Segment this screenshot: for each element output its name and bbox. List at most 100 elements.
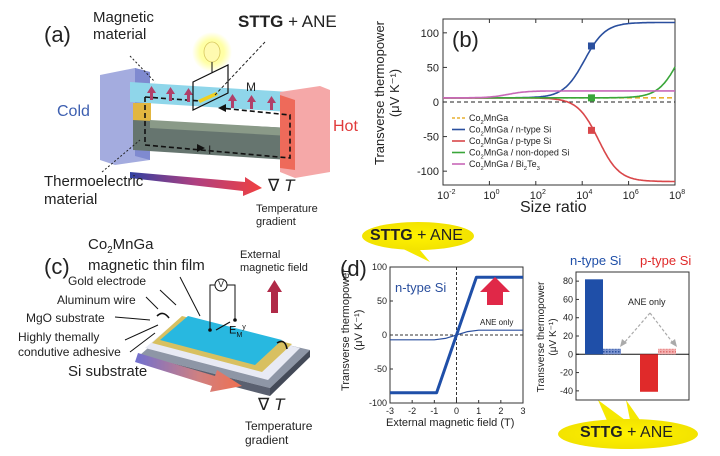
- label-line: magnetic field: [240, 262, 308, 274]
- adhesive-label: Highly themally condutive adhesive: [18, 330, 121, 360]
- external-field-arrow: [271, 290, 278, 313]
- label-line: Thermoelectric: [44, 173, 144, 190]
- y-tick-label: 100: [372, 262, 387, 272]
- ane-only-annotation-e: ANE only: [628, 297, 666, 307]
- category-p-type: p-type Si: [640, 253, 692, 268]
- callout-d-text: STTG + ANE: [370, 227, 463, 245]
- y-tick-label: 0: [433, 97, 439, 109]
- x-tick-label: 108: [669, 189, 685, 202]
- label-line: (μV K⁻¹): [548, 318, 559, 356]
- light-bulb-icon: [203, 41, 221, 63]
- x-tick-label: -1: [430, 406, 438, 416]
- contact-pad: [133, 103, 151, 121]
- data-marker: [587, 126, 595, 134]
- temperature-gradient-caption-a: Temperature gradient: [256, 203, 318, 229]
- n-type-annotation: n-type Si: [395, 280, 447, 295]
- y-tick-label: 0: [382, 330, 387, 340]
- chart-d-ylabel: Transverse thermopower (μV K⁻¹): [340, 250, 366, 410]
- magnetization-label: M: [246, 80, 256, 94]
- x-tick-label: 0: [454, 406, 459, 416]
- si-substrate-label: Si substrate: [68, 363, 148, 380]
- panel-a-device: [100, 32, 330, 196]
- chart-e: -40 -20 0 20 40 60 80: [558, 271, 698, 449]
- gold-electrode-label: Gold electrode: [68, 274, 147, 288]
- y-tick-label: -100: [369, 398, 387, 408]
- bar-sttg-ane: [640, 354, 658, 392]
- film-formula: Co2MnGa: [88, 236, 154, 256]
- legend-label: Co2MnGa / n-type Si: [469, 125, 551, 138]
- hot-label: Hot: [333, 118, 358, 135]
- callout-bold: STTG: [370, 227, 413, 244]
- x-tick-label: 2: [498, 406, 503, 416]
- chart-b-ylabel: Transverse thermopower (μV K⁻¹): [372, 8, 402, 178]
- label-line: Temperature: [256, 203, 318, 215]
- y-tick-label: 50: [427, 62, 439, 74]
- big-up-arrow: [487, 291, 503, 305]
- x-tick-label: 102: [530, 189, 546, 202]
- x-tick-label: 100: [483, 189, 499, 202]
- magnetic-material-label: Magnetic material: [93, 9, 154, 43]
- panel-c-label: (c): [44, 254, 70, 279]
- label-line: condutive adhesive: [18, 345, 121, 359]
- hot-reservoir-face: [280, 95, 295, 170]
- label-line: material: [44, 191, 98, 208]
- thermoelectric-top-face: [150, 120, 290, 136]
- external-field-arrowhead: [267, 280, 282, 292]
- circuit-wire: [192, 64, 229, 111]
- xlabel-text: External magnetic field: [386, 417, 498, 429]
- current-arrowhead: [197, 144, 205, 152]
- sttg-ane-title: STTG + ANE: [238, 12, 337, 32]
- si-substrate-side: [270, 350, 310, 396]
- grad-t-label-a: ∇ T: [268, 176, 295, 196]
- chart-d: -3 -2 -1 0 1 2 3 -100 -50 0 50 100: [362, 222, 526, 416]
- label-line: gradient: [256, 216, 296, 228]
- label-line: Transverse thermopower: [372, 21, 387, 166]
- field-arrow: [215, 321, 231, 331]
- bar-ane-only: [603, 348, 621, 355]
- nabla: ∇: [268, 176, 280, 195]
- x-tick-label: 10-2: [437, 189, 456, 202]
- aluminum-wire: [156, 312, 170, 319]
- current-arrowhead: [218, 104, 226, 112]
- label-line: (μV K⁻¹): [387, 68, 402, 118]
- current-loop-top: [144, 96, 201, 102]
- bar-sttg-ane: [585, 279, 603, 355]
- y-tick-label: -50: [374, 364, 387, 374]
- y-tick-label: -100: [417, 166, 439, 178]
- e-symbol: E: [229, 324, 237, 337]
- y-tick-label: 20: [563, 331, 573, 341]
- legend-label: Co2MnGa: [469, 113, 508, 126]
- ane-only-line: [390, 329, 523, 341]
- xlabel-unit: (T): [500, 417, 515, 429]
- panel-d-label: (d): [340, 256, 367, 281]
- nabla: ∇: [258, 395, 270, 414]
- y-tick-label: 100: [421, 28, 439, 40]
- title-rest: + ANE: [283, 12, 337, 31]
- aluminum-wire: [276, 340, 288, 350]
- y-tick-label: -50: [423, 132, 439, 144]
- x-tick-label: 3: [520, 406, 525, 416]
- label-line: Temperature: [245, 419, 313, 433]
- current-loop: [144, 97, 291, 159]
- y-tick-label: 40: [563, 313, 573, 323]
- y-tick-label: 0: [568, 349, 573, 359]
- external-field-label: External magnetic field: [240, 249, 308, 275]
- callout-e-text: STTG + ANE: [580, 424, 673, 442]
- mgo-substrate-label: MgO substrate: [26, 311, 105, 325]
- data-marker: [587, 42, 595, 50]
- bar-ane-only: [658, 348, 676, 355]
- y-tick-label: 50: [377, 296, 387, 306]
- label-line: Transverse thermopower: [536, 281, 547, 393]
- x-tick-label: 106: [623, 189, 639, 202]
- temperature-gradient-arrow: [135, 353, 242, 392]
- co2mnga-film: [160, 316, 282, 365]
- grad-t-label-c: ∇ T: [258, 395, 285, 415]
- label-line: Magnetic: [93, 9, 154, 26]
- aluminum-wire-label: Aluminum wire: [57, 293, 136, 307]
- magnetization-arrows: [147, 86, 276, 110]
- ane-field-arrow: [198, 92, 218, 103]
- thermoelectric-material-label: Thermoelectric material: [44, 173, 143, 209]
- label-line: magnetic thin film: [88, 257, 205, 274]
- series-line: [443, 66, 676, 99]
- panel-a-label: (a): [44, 22, 71, 47]
